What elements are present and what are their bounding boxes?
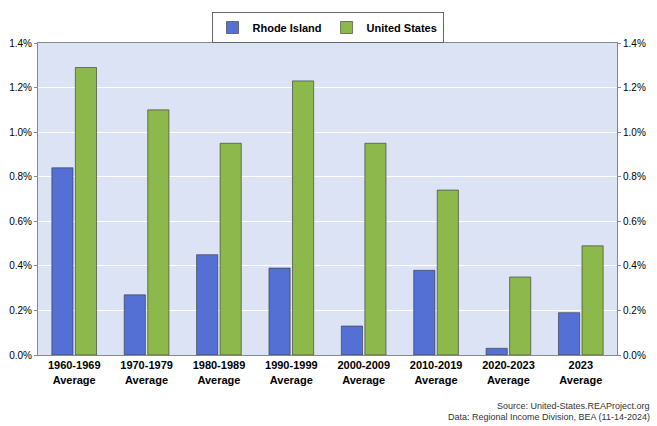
svg-text:1.4%: 1.4% — [9, 38, 32, 49]
svg-text:0.2%: 0.2% — [9, 305, 32, 316]
svg-text:1.0%: 1.0% — [9, 127, 32, 138]
svg-text:2010-2019Average: 2010-2019Average — [410, 359, 463, 385]
svg-text:0.8%: 0.8% — [9, 171, 32, 182]
svg-text:1970-1979Average: 1970-1979Average — [120, 359, 173, 385]
svg-text:0.6%: 0.6% — [9, 216, 32, 227]
svg-text:United States: United States — [367, 22, 437, 34]
svg-text:1960-1969Average: 1960-1969Average — [48, 359, 101, 385]
svg-text:0.0%: 0.0% — [9, 350, 32, 361]
svg-text:1990-1999Average: 1990-1999Average — [265, 359, 318, 385]
svg-text:2000-2009Average: 2000-2009Average — [337, 359, 390, 385]
svg-text:0.8%: 0.8% — [623, 171, 646, 182]
svg-text:0.2%: 0.2% — [623, 305, 646, 316]
svg-text:1.2%: 1.2% — [9, 82, 32, 93]
svg-text:2023Average: 2023Average — [559, 359, 602, 385]
svg-text:1980-1989Average: 1980-1989Average — [193, 359, 246, 385]
svg-text:0.4%: 0.4% — [623, 260, 646, 271]
svg-text:0.4%: 0.4% — [9, 260, 32, 271]
svg-text:2020-2023Average: 2020-2023Average — [482, 359, 535, 385]
svg-text:1.0%: 1.0% — [623, 127, 646, 138]
svg-text:1.2%: 1.2% — [623, 82, 646, 93]
svg-text:0.0%: 0.0% — [623, 350, 646, 361]
svg-text:Rhode Island: Rhode Island — [253, 22, 322, 34]
svg-text:0.6%: 0.6% — [623, 216, 646, 227]
svg-text:Data: Regional Income Division: Data: Regional Income Division, BEA (11-… — [448, 412, 650, 422]
svg-text:Source: United-States.REAProje: Source: United-States.REAProject.org — [497, 401, 650, 411]
svg-text:1.4%: 1.4% — [623, 38, 646, 49]
